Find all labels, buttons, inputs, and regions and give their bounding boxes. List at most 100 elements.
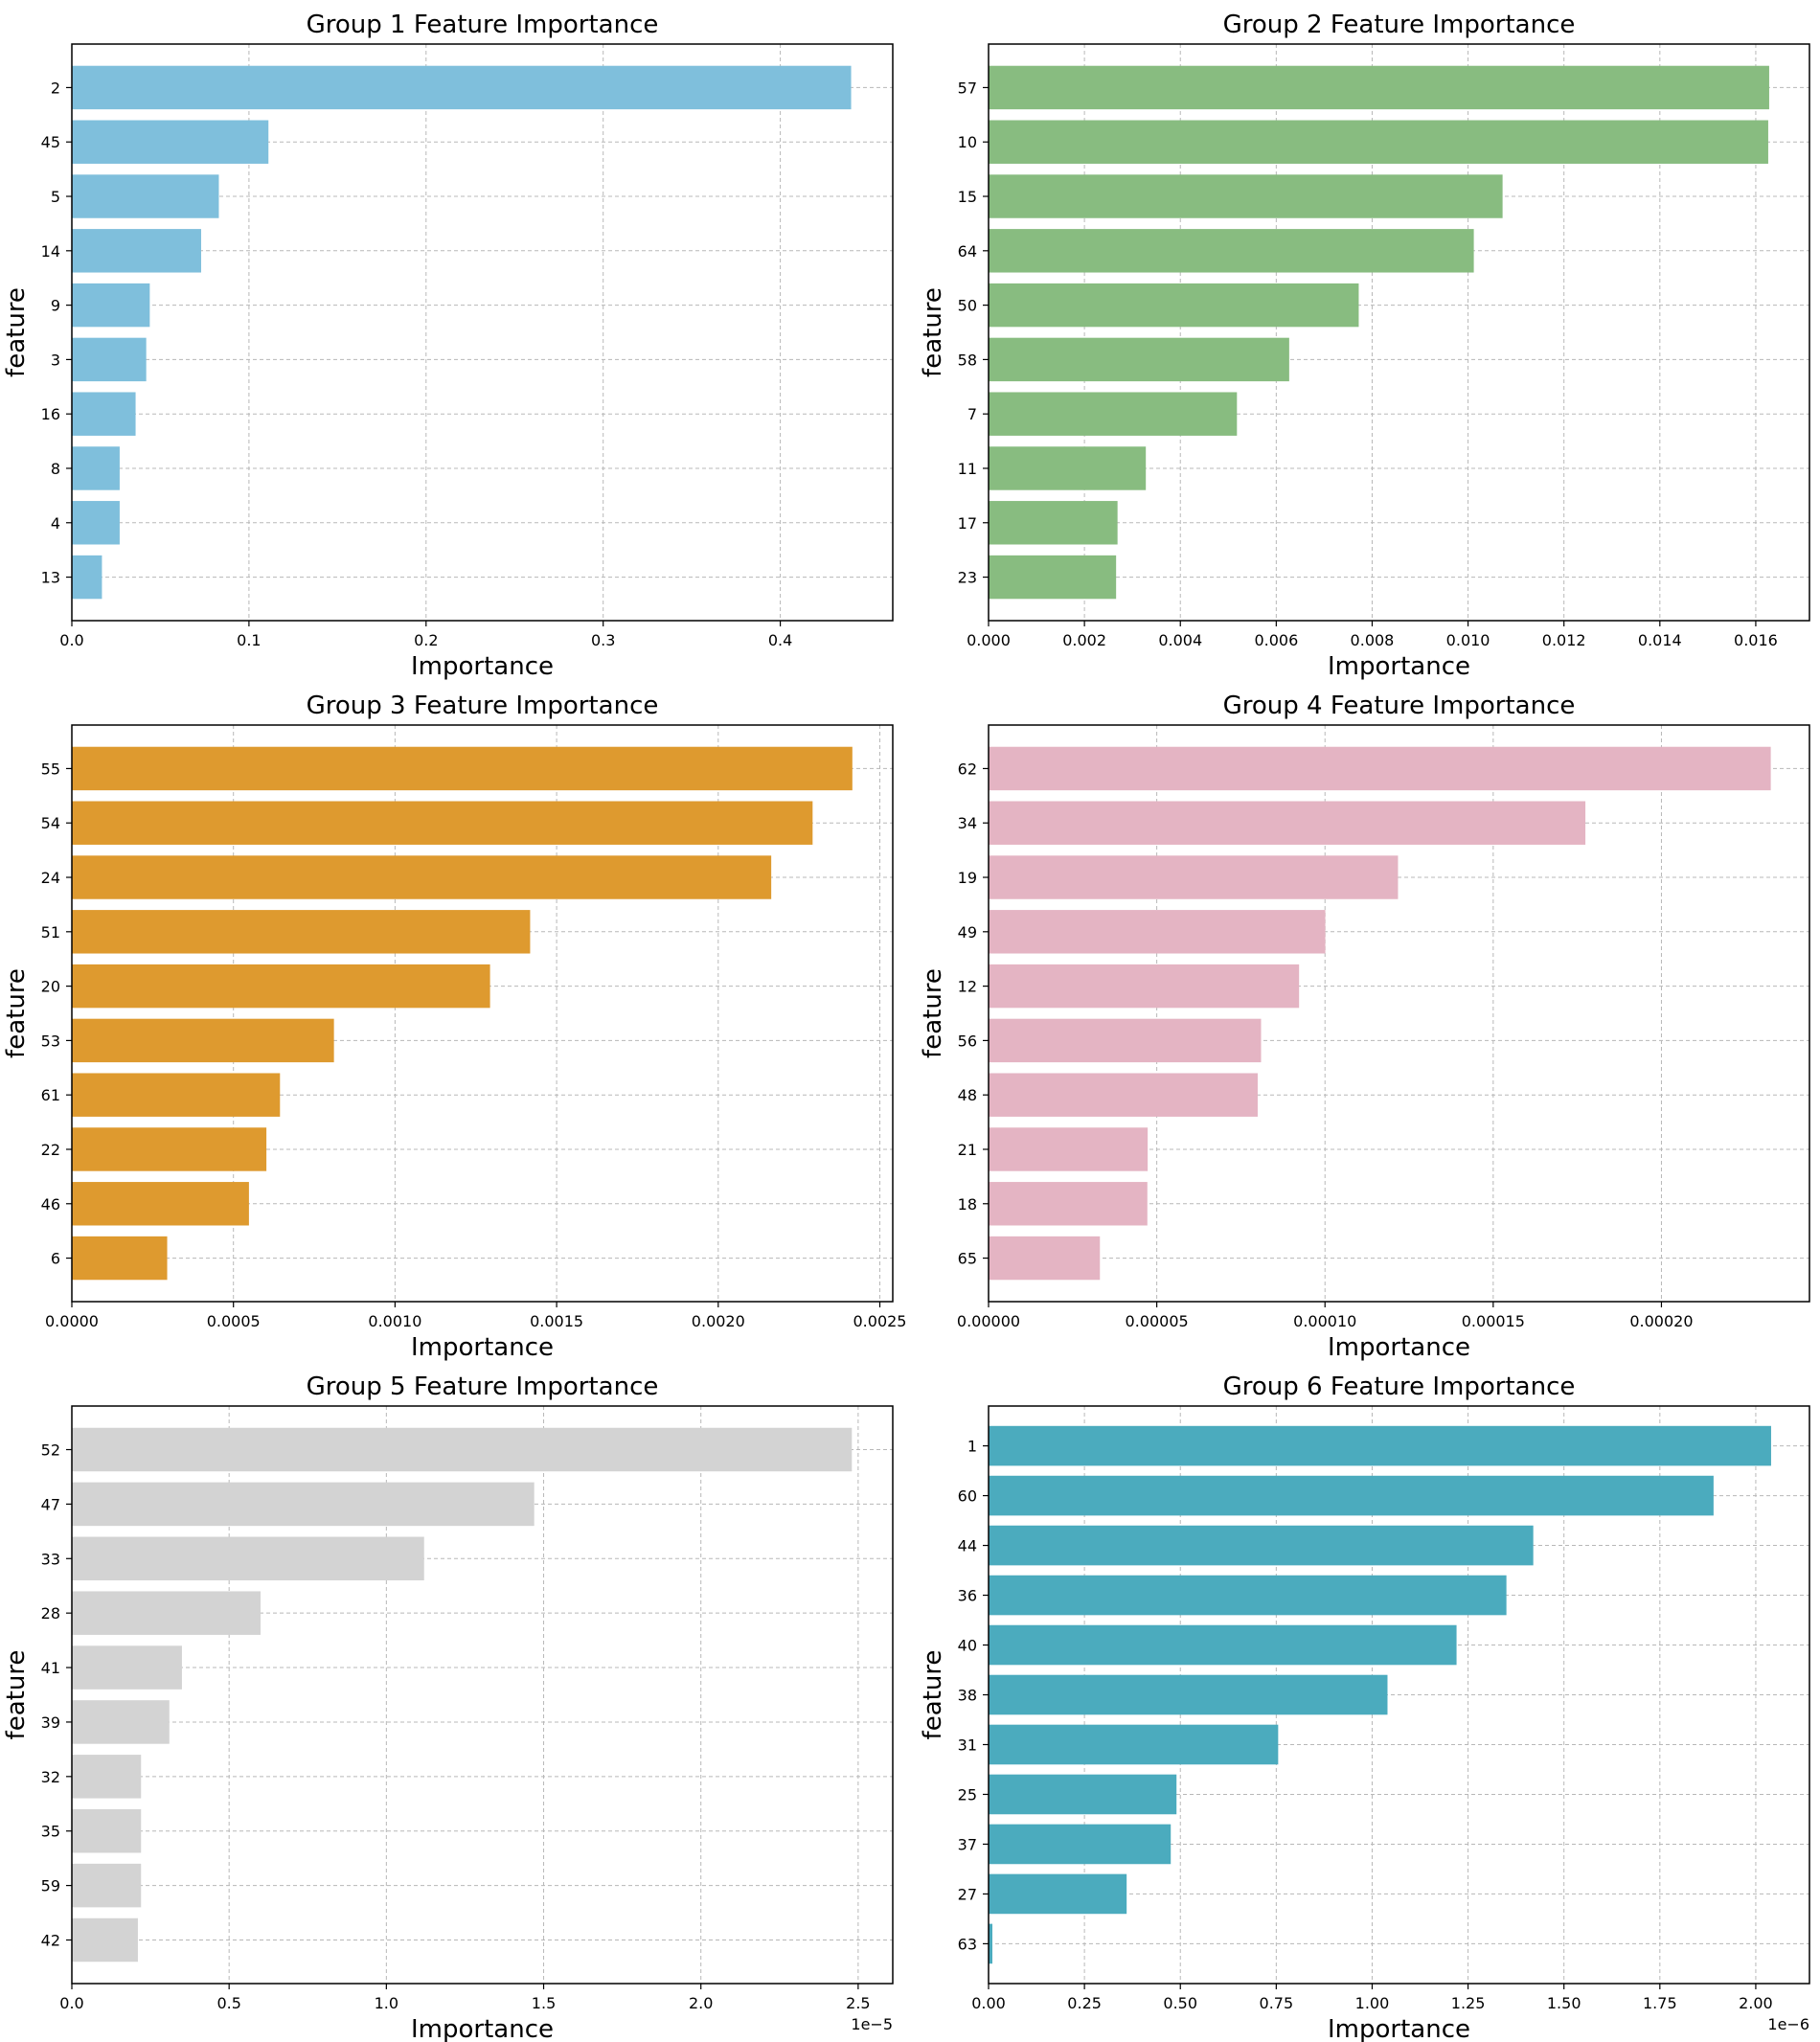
y-tick-label: 34 xyxy=(958,814,977,832)
y-axis-label: feature xyxy=(919,1650,947,1740)
y-tick-label: 63 xyxy=(958,1935,977,1953)
y-tick-label: 38 xyxy=(958,1687,977,1705)
x-tick-label: 0.0010 xyxy=(368,1312,421,1330)
y-tick-label: 16 xyxy=(41,405,60,423)
x-tick-label: 0.0000 xyxy=(45,1312,99,1330)
x-axis-label: Importance xyxy=(411,2015,554,2042)
bar-feature-31 xyxy=(989,1724,1279,1765)
chart-title: Group 3 Feature Importance xyxy=(307,692,659,720)
x-tick-label: 0.010 xyxy=(1446,631,1490,649)
x-tick-label: 2.5 xyxy=(846,1994,870,2012)
plot-frame xyxy=(988,43,1810,622)
x-tick-label: 0.25 xyxy=(1067,1994,1102,2012)
chart-title: Group 4 Feature Importance xyxy=(1223,692,1576,720)
y-axis-label: feature xyxy=(2,1650,31,1740)
y-tick-label: 41 xyxy=(41,1659,60,1677)
bar-feature-5 xyxy=(72,174,219,218)
y-tick-label: 53 xyxy=(41,1032,60,1050)
y-tick-label: 56 xyxy=(958,1032,977,1050)
bar-feature-35 xyxy=(72,1808,142,1853)
y-tick-label: 6 xyxy=(51,1250,60,1268)
x-tick-label: 0.0015 xyxy=(530,1312,583,1330)
x-offset-text: 1e−6 xyxy=(1767,2015,1809,2033)
y-tick-label: 7 xyxy=(967,405,977,423)
y-axis-label: feature xyxy=(2,287,31,377)
bar-feature-44 xyxy=(989,1525,1534,1566)
x-tick-label: 0.012 xyxy=(1542,631,1586,649)
bar-feature-6 xyxy=(72,1236,168,1281)
bar-feature-54 xyxy=(72,801,813,845)
x-tick-label: 2.0 xyxy=(689,1994,713,2012)
bar-feature-25 xyxy=(989,1774,1177,1815)
bar-feature-55 xyxy=(72,746,853,791)
y-tick-label: 4 xyxy=(51,514,60,533)
bar-feature-21 xyxy=(989,1127,1149,1171)
y-tick-label: 45 xyxy=(41,133,60,151)
y-tick-label: 2 xyxy=(51,79,60,97)
bar-feature-22 xyxy=(72,1127,267,1171)
bar-feature-61 xyxy=(72,1073,281,1117)
y-tick-label: 62 xyxy=(958,760,977,778)
bar-feature-32 xyxy=(72,1755,142,1799)
chart-title: Group 5 Feature Importance xyxy=(307,1373,659,1401)
x-axis-label: Importance xyxy=(411,1333,554,1362)
y-tick-label: 5 xyxy=(51,188,60,206)
y-tick-label: 52 xyxy=(41,1441,60,1460)
x-tick-label: 0.00010 xyxy=(1293,1312,1356,1330)
y-tick-label: 50 xyxy=(958,297,977,315)
y-tick-label: 11 xyxy=(958,460,977,478)
bar-feature-40 xyxy=(989,1624,1457,1666)
y-tick-label: 20 xyxy=(41,978,60,996)
chart-panel-group-1: 2 45 5 14 9 3 16 8 4 13 0.0 0.1 0.2 0.3 0.4 Group 1 Fea… xyxy=(2,11,894,681)
x-offset-text: 1e−5 xyxy=(851,2015,893,2033)
y-tick-label: 35 xyxy=(41,1823,60,1841)
chart-panel-group-6: 1 60 44 36 40 38 31 25 37 27 63 0.00 0.25 0.50 0.75 1.0… xyxy=(919,1373,1810,2042)
plot-frame xyxy=(988,724,1810,1303)
y-tick-label: 59 xyxy=(41,1877,60,1895)
bar-feature-4 xyxy=(72,501,120,545)
x-tick-label: 2.00 xyxy=(1739,1994,1773,2012)
x-axis-label: Importance xyxy=(1328,2015,1470,2042)
y-tick-label: 24 xyxy=(41,869,60,887)
bar-feature-34 xyxy=(989,801,1586,845)
y-tick-label: 3 xyxy=(51,351,60,369)
x-axis-label: Importance xyxy=(1328,652,1470,681)
bar-feature-10 xyxy=(989,120,1768,164)
bar-feature-59 xyxy=(72,1863,142,1908)
y-tick-label: 47 xyxy=(41,1495,60,1513)
y-tick-label: 25 xyxy=(958,1785,977,1804)
y-tick-label: 51 xyxy=(41,923,60,942)
x-axis-label: Importance xyxy=(411,652,554,681)
bar-feature-27 xyxy=(989,1873,1127,1915)
x-tick-label: 0.002 xyxy=(1062,631,1106,649)
chart-panel-group-4: 62 34 19 49 12 56 48 21 18 65 0.00000 0.00005 0.0001… xyxy=(919,692,1810,1362)
y-tick-label: 17 xyxy=(958,514,977,533)
chart-panel-group-3: 55 54 24 51 20 53 61 22 46 6 0.0000 0.0005 0.0010 0.0… xyxy=(2,692,906,1362)
y-tick-label: 28 xyxy=(41,1604,60,1622)
x-tick-label: 0.0 xyxy=(59,1994,83,2012)
bar-feature-62 xyxy=(989,746,1771,791)
y-tick-label: 22 xyxy=(41,1141,60,1159)
x-tick-label: 0.000 xyxy=(967,631,1011,649)
y-tick-label: 23 xyxy=(958,569,977,587)
x-tick-label: 0.0025 xyxy=(853,1312,907,1330)
x-tick-label: 0.75 xyxy=(1260,1994,1294,2012)
bar-feature-19 xyxy=(989,855,1399,899)
bar-feature-60 xyxy=(989,1475,1714,1516)
x-tick-label: 0.00000 xyxy=(957,1312,1020,1330)
x-tick-label: 0.014 xyxy=(1638,631,1682,649)
bar-feature-9 xyxy=(72,283,150,328)
x-tick-label: 1.75 xyxy=(1643,1994,1677,2012)
bar-feature-20 xyxy=(72,964,490,1009)
bar-feature-13 xyxy=(72,555,102,600)
x-tick-label: 0.1 xyxy=(237,631,261,649)
y-tick-label: 49 xyxy=(958,923,977,942)
y-tick-label: 37 xyxy=(958,1835,977,1853)
bar-feature-46 xyxy=(72,1182,249,1226)
x-tick-label: 1.00 xyxy=(1355,1994,1390,2012)
bar-feature-53 xyxy=(72,1018,334,1063)
bar-feature-41 xyxy=(72,1645,182,1690)
y-tick-label: 42 xyxy=(41,1931,60,1949)
bar-feature-65 xyxy=(989,1236,1101,1281)
bar-feature-47 xyxy=(72,1482,535,1527)
